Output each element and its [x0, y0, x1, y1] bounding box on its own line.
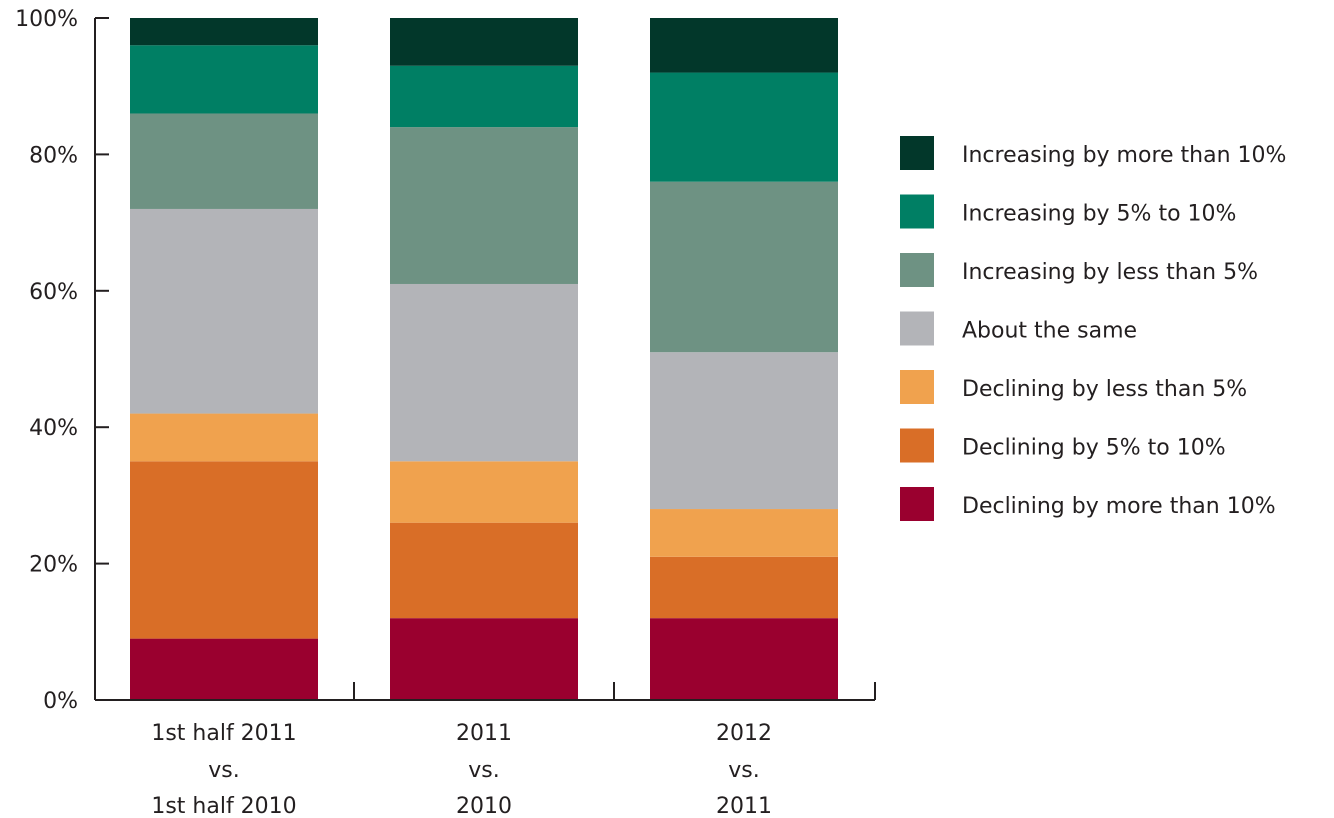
y-tick-label: 60% [29, 280, 78, 305]
bar-segment-declining-by-5pct-to-10pct-1 [130, 461, 318, 639]
bar-segment-declining-by-less-than-5pct-2 [390, 461, 578, 523]
bar-segment-declining-by-more-than-10pct-1 [130, 638, 318, 700]
legend-label: Declining by less than 5% [962, 377, 1247, 402]
x-category-label-line: 1st half 2011 [151, 721, 296, 746]
bars-group [130, 18, 838, 700]
x-category-label-1: 1st half 2011 vs. 1st half 2010 [151, 721, 296, 818]
legend-swatch [900, 487, 934, 521]
legend-item-declining-by-more-than-10pct: Declining by more than 10% [900, 487, 1276, 521]
y-tick-label: 80% [29, 143, 78, 168]
legend-label: Declining by 5% to 10% [962, 436, 1226, 461]
bar-segment-about-the-same-2 [390, 283, 578, 462]
x-category-label-line: 1st half 2010 [151, 794, 296, 818]
bar-segment-increasing-by-more-than-10pct-2 [390, 18, 578, 66]
legend-label: Increasing by less than 5% [962, 260, 1258, 285]
bar-segment-about-the-same-1 [130, 208, 318, 414]
legend-swatch [900, 428, 934, 463]
legend-swatch [900, 136, 934, 170]
bar-segment-increasing-by-more-than-10pct-3 [650, 18, 838, 73]
bar-segment-declining-by-5pct-to-10pct-3 [650, 556, 838, 619]
legend-item-increasing-by-5pct-to-10pct: Increasing by 5% to 10% [900, 194, 1236, 229]
x-category-label-line: vs. [468, 758, 499, 783]
bar-segment-increasing-by-less-than-5pct-1 [130, 113, 318, 209]
legend-item-increasing-by-more-than-10pct: Increasing by more than 10% [900, 136, 1286, 170]
legend-swatch [900, 370, 934, 404]
legend-label: Increasing by more than 10% [962, 143, 1286, 168]
bar-segment-increasing-by-less-than-5pct-2 [390, 127, 578, 284]
legend: Increasing by more than 10% Increasing by… [900, 136, 1286, 521]
legend-swatch [900, 194, 934, 229]
x-category-label-line: vs. [208, 758, 239, 783]
bar-segment-declining-by-more-than-10pct-3 [650, 618, 838, 700]
legend-label: Increasing by 5% to 10% [962, 202, 1236, 227]
y-tick-label: 20% [29, 553, 78, 578]
bar-segment-declining-by-less-than-5pct-1 [130, 413, 318, 462]
bar-segment-increasing-by-less-than-5pct-3 [650, 181, 838, 353]
legend-item-declining-by-5pct-to-10pct: Declining by 5% to 10% [900, 428, 1226, 463]
legend-swatch [900, 311, 934, 346]
y-tick-label: 0% [43, 689, 78, 714]
y-axis-ticks: 0% 20% 40% 60% 80% 100% [15, 7, 109, 714]
x-category-label-line: vs. [728, 758, 759, 783]
bar-segment-declining-by-less-than-5pct-3 [650, 509, 838, 557]
legend-item-declining-by-less-than-5pct: Declining by less than 5% [900, 370, 1247, 404]
x-category-label-line: 2012 [716, 721, 772, 746]
bar-segment-declining-by-more-than-10pct-2 [390, 618, 578, 700]
bar-segment-increasing-by-more-than-10pct-1 [130, 18, 318, 46]
y-tick-label: 40% [29, 416, 78, 441]
bar-segment-increasing-by-5pct-to-10pct-1 [130, 45, 318, 114]
axes-group [94, 18, 876, 701]
bar-segment-about-the-same-3 [650, 352, 838, 510]
y-tick-label: 100% [15, 7, 78, 32]
x-category-label-line: 2010 [456, 794, 512, 818]
legend-label: About the same [962, 319, 1137, 344]
bar-segment-declining-by-5pct-to-10pct-2 [390, 522, 578, 619]
bar-segment-increasing-by-5pct-to-10pct-3 [650, 72, 838, 182]
x-axis-labels: 1st half 2011 vs. 1st half 2010 2011 vs. 2010… [151, 721, 772, 818]
legend-item-increasing-by-less-than-5pct: Increasing by less than 5% [900, 253, 1258, 287]
x-category-label-3: 2012 vs. 2011 [716, 721, 772, 818]
legend-label: Declining by more than 10% [962, 494, 1276, 519]
x-category-label-line: 2011 [716, 794, 772, 818]
bar-segment-increasing-by-5pct-to-10pct-2 [390, 65, 578, 128]
x-category-label-line: 2011 [456, 721, 512, 746]
x-category-label-2: 2011 vs. 2010 [456, 721, 512, 818]
legend-item-about-the-same: About the same [900, 311, 1137, 346]
legend-swatch [900, 253, 934, 287]
